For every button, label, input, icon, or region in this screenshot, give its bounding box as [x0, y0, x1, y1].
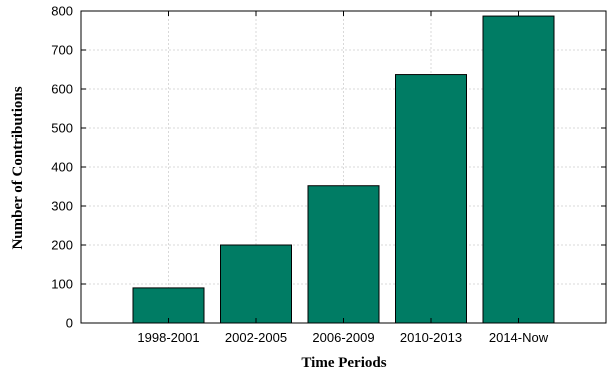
- y-tick-label: 100: [51, 277, 73, 292]
- bar-2010-2013: [395, 74, 467, 324]
- x-axis-title: Time Periods: [301, 355, 386, 371]
- x-tick-label: 2006-2009: [312, 330, 374, 345]
- y-tick-label: 800: [51, 4, 73, 19]
- bar-1998-2001: [132, 287, 205, 324]
- bars: [132, 15, 555, 324]
- y-tick-label: 700: [51, 43, 73, 58]
- x-tick-label: 2002-2005: [225, 330, 287, 345]
- axes-frame: [80, 10, 607, 324]
- y-tick-label: 500: [51, 121, 73, 136]
- y-tick-label: 200: [51, 238, 73, 253]
- bar-2002-2005: [220, 244, 292, 324]
- y-tick-label: 600: [51, 82, 73, 97]
- y-tick-labels: 0 100 200 300 400 500 600 700 800: [51, 4, 73, 331]
- x-tick-label: 2014-Now: [489, 330, 549, 345]
- y-axis-title: Number of Contributions: [10, 86, 26, 249]
- x-tick-label: 1998-2001: [137, 330, 199, 345]
- x-tick-labels: 1998-2001 2002-2005 2006-2009 2010-2013 2014…: [137, 330, 548, 345]
- y-tick-label: 0: [66, 316, 73, 331]
- y-tick-label: 400: [51, 160, 73, 175]
- y-tick-label: 300: [51, 199, 73, 214]
- bar-2006-2009: [307, 185, 380, 324]
- x-tick-label: 2010-2013: [400, 330, 462, 345]
- bar-2014-Now: [482, 15, 555, 324]
- plot-frame: [80, 10, 607, 324]
